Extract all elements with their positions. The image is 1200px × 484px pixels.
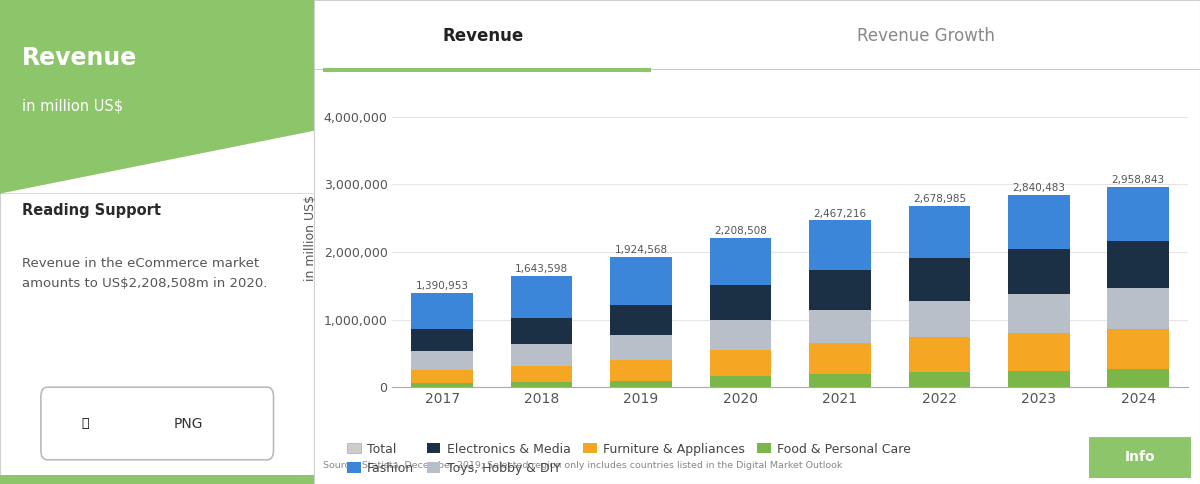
Bar (908, 337, 971, 372)
Text: Revenue Growth: Revenue Growth (857, 27, 995, 45)
FancyBboxPatch shape (41, 387, 274, 460)
Bar (1008, 371, 1069, 387)
Bar (412, 293, 473, 329)
Bar (412, 370, 473, 383)
Bar (809, 374, 871, 387)
Bar (709, 377, 772, 387)
Bar (610, 381, 672, 387)
Bar (1108, 329, 1169, 369)
Text: 2,958,843: 2,958,843 (1111, 175, 1165, 185)
Bar (511, 366, 572, 382)
Bar (511, 382, 572, 387)
Bar (809, 343, 871, 374)
Bar (809, 270, 871, 310)
Polygon shape (0, 131, 314, 194)
Text: Revenue in the eCommerce market
amounts to US$2,208,508m in 2020.: Revenue in the eCommerce market amounts … (22, 257, 268, 290)
Bar (709, 349, 772, 377)
Text: 2,208,508: 2,208,508 (714, 226, 767, 236)
Bar (314, 69, 1200, 70)
Text: Source: Statista, December 2019; Selected region only includes countries listed : Source: Statista, December 2019; Selecte… (323, 461, 842, 470)
Text: 🖼: 🖼 (82, 417, 89, 430)
Bar (1008, 195, 1069, 249)
Bar (511, 318, 572, 344)
Bar (908, 301, 971, 337)
Bar (809, 220, 871, 270)
Text: in million US$: in million US$ (22, 99, 124, 114)
Bar (610, 305, 672, 335)
Text: 2,840,483: 2,840,483 (1013, 183, 1066, 193)
Bar (908, 206, 971, 258)
Bar (610, 257, 672, 305)
Bar (412, 383, 473, 387)
Legend: Total, Fashion, Electronics & Media, Toys, Hobby & DIY, Furniture & Appliances, : Total, Fashion, Electronics & Media, Toy… (347, 442, 911, 475)
Bar (1108, 242, 1169, 288)
Bar (610, 361, 672, 381)
Bar (610, 335, 672, 361)
Text: Revenue: Revenue (22, 46, 137, 70)
Bar (1108, 369, 1169, 387)
Text: 1,924,568: 1,924,568 (614, 245, 667, 256)
Text: 1,643,598: 1,643,598 (515, 264, 568, 274)
Bar (709, 285, 772, 320)
Text: PNG: PNG (174, 417, 203, 430)
Text: Revenue: Revenue (442, 27, 523, 45)
Bar (709, 238, 772, 285)
Y-axis label: in million US$: in million US$ (304, 196, 317, 281)
Bar (511, 344, 572, 366)
Bar (1008, 249, 1069, 294)
Bar (0, 0, 314, 194)
Bar (412, 329, 473, 351)
Text: 2,678,985: 2,678,985 (913, 194, 966, 204)
Bar (511, 276, 572, 318)
Bar (908, 258, 971, 301)
Text: Info: Info (1124, 450, 1156, 464)
Bar (1008, 294, 1069, 333)
Text: 2,467,216: 2,467,216 (814, 209, 866, 219)
Bar (809, 310, 871, 343)
Bar (709, 320, 772, 349)
Bar (0, 475, 314, 484)
Bar (908, 372, 971, 387)
Bar (1108, 187, 1169, 242)
Bar (1108, 288, 1169, 329)
Bar (323, 68, 650, 72)
Text: Reading Support: Reading Support (22, 203, 161, 218)
Bar (412, 351, 473, 370)
Text: 1,390,953: 1,390,953 (415, 281, 469, 291)
Bar (1008, 333, 1069, 371)
FancyBboxPatch shape (1086, 437, 1194, 478)
